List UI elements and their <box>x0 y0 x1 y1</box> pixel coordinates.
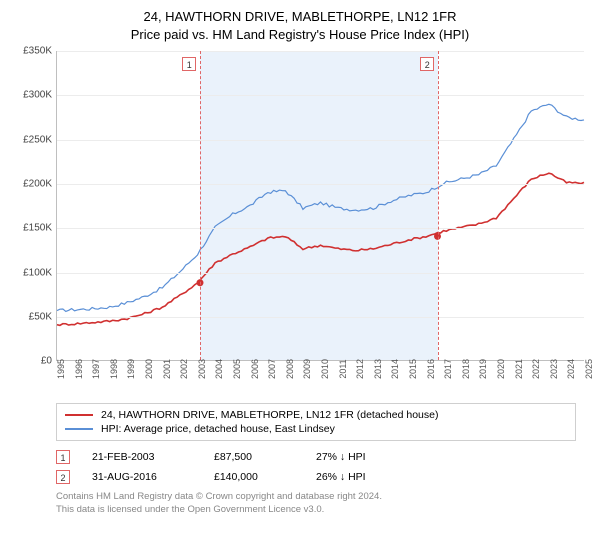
footer-attribution: Contains HM Land Registry data © Crown c… <box>56 491 576 517</box>
marker-relative: 26% ↓ HPI <box>316 471 366 483</box>
marker-row: 2 31-AUG-2016 £140,000 26% ↓ HPI <box>56 467 576 487</box>
marker-rows: 1 21-FEB-2003 £87,500 27% ↓ HPI 2 31-AUG-2016… <box>56 447 576 487</box>
marker-vline <box>200 51 201 360</box>
marker-badge: 1 <box>56 450 70 464</box>
chart-container: 24, HAWTHORN DRIVE, MABLETHORPE, LN12 1F… <box>0 0 600 523</box>
marker-price: £140,000 <box>214 471 294 483</box>
x-axis-labels: 1995199619971998199920002001200220032004… <box>56 365 584 397</box>
gridline-horizontal <box>57 228 584 229</box>
legend-box: 24, HAWTHORN DRIVE, MABLETHORPE, LN12 1F… <box>56 403 576 441</box>
marker-vline <box>438 51 439 360</box>
legend-swatch <box>65 414 93 416</box>
marker-date: 31-AUG-2016 <box>92 471 192 483</box>
y-tick-label: £50K <box>29 311 52 322</box>
marker-badge: 2 <box>56 470 70 484</box>
marker-row: 1 21-FEB-2003 £87,500 27% ↓ HPI <box>56 447 576 467</box>
y-tick-label: £100K <box>23 267 52 278</box>
gridline-horizontal <box>57 51 584 52</box>
marker-vline-badge: 1 <box>182 57 196 71</box>
y-tick-label: £200K <box>23 178 52 189</box>
legend-item: 24, HAWTHORN DRIVE, MABLETHORPE, LN12 1F… <box>65 408 567 422</box>
title-line1: 24, HAWTHORN DRIVE, MABLETHORPE, LN12 1F… <box>12 8 588 26</box>
marker-date: 21-FEB-2003 <box>92 451 192 463</box>
title-line2: Price paid vs. HM Land Registry's House … <box>12 26 588 44</box>
legend-item: HPI: Average price, detached house, East… <box>65 422 567 436</box>
series-line-price <box>57 173 584 325</box>
legend-swatch <box>65 428 93 430</box>
chart-title: 24, HAWTHORN DRIVE, MABLETHORPE, LN12 1F… <box>12 8 588 43</box>
plot-region: 12 <box>56 51 584 361</box>
legend-label: 24, HAWTHORN DRIVE, MABLETHORPE, LN12 1F… <box>101 409 438 421</box>
footer-line2: This data is licensed under the Open Gov… <box>56 504 576 517</box>
x-tick-label: 2025 <box>584 359 600 379</box>
marker-vline-badge: 2 <box>420 57 434 71</box>
y-axis-labels: £0 £50K £100K £150K £200K £250K £300K £350K <box>12 47 54 397</box>
gridline-horizontal <box>57 317 584 318</box>
marker-price: £87,500 <box>214 451 294 463</box>
gridline-horizontal <box>57 184 584 185</box>
footer-line1: Contains HM Land Registry data © Crown c… <box>56 491 576 504</box>
gridline-horizontal <box>57 273 584 274</box>
y-tick-label: £350K <box>23 46 52 57</box>
y-tick-label: £150K <box>23 223 52 234</box>
y-tick-label: £250K <box>23 134 52 145</box>
gridline-horizontal <box>57 140 584 141</box>
y-tick-label: £300K <box>23 90 52 101</box>
series-svg <box>57 51 584 360</box>
gridline-horizontal <box>57 95 584 96</box>
marker-relative: 27% ↓ HPI <box>316 451 366 463</box>
y-tick-label: £0 <box>41 356 52 367</box>
chart-area: £0£50K£100K£150K£200K£250K£300K£350K 12 … <box>12 47 588 397</box>
legend-label: HPI: Average price, detached house, East… <box>101 423 335 435</box>
